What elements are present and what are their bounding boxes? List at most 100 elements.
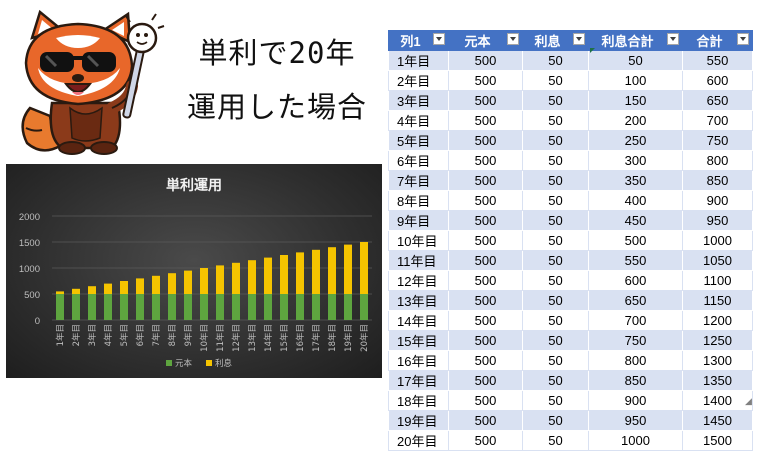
table-cell[interactable]: 50 [522,230,589,251]
column-header-2[interactable]: 利息 [522,30,589,51]
column-header-4[interactable]: 合計 [682,30,753,51]
table-cell[interactable]: 700 [682,110,753,131]
table-cell[interactable]: 800 [682,150,753,171]
table-cell[interactable]: 13年目 [388,290,449,311]
table-cell[interactable]: 550 [588,250,683,271]
table-cell[interactable]: 500 [448,350,523,371]
table-cell[interactable]: 200 [588,110,683,131]
table-cell[interactable]: 50 [522,190,589,211]
table-cell[interactable]: 900 [682,190,753,211]
table-cell[interactable]: 1050 [682,250,753,271]
table-cell[interactable]: 18年目 [388,390,449,411]
table-cell[interactable]: 14年目 [388,310,449,331]
column-header-1[interactable]: 元本 [448,30,523,51]
table-cell[interactable]: 1000 [588,430,683,451]
filter-dropdown-icon[interactable] [573,33,585,45]
table-cell[interactable]: 1100 [682,270,753,291]
table-cell[interactable]: 500 [448,430,523,451]
table-cell[interactable]: 950 [682,210,753,231]
table-cell[interactable]: 900 [588,390,683,411]
table-cell[interactable]: 50 [522,130,589,151]
column-header-3[interactable]: 利息合計 [588,30,683,51]
table-cell[interactable]: 500 [448,370,523,391]
table-cell[interactable]: 50 [522,290,589,311]
filter-dropdown-icon[interactable] [737,33,749,45]
table-cell[interactable]: 20年目 [388,430,449,451]
table-cell[interactable]: 750 [682,130,753,151]
table-cell[interactable]: 500 [588,230,683,251]
table-cell[interactable]: 450 [588,210,683,231]
table-cell[interactable]: 2年目 [388,70,449,91]
table-cell[interactable]: 700 [588,310,683,331]
table-cell[interactable]: 400 [588,190,683,211]
table-cell[interactable]: 1350 [682,370,753,391]
table-cell[interactable]: 50 [522,170,589,191]
table-cell[interactable]: 50 [522,70,589,91]
table-cell[interactable]: 19年目 [388,410,449,431]
table-cell[interactable]: 600 [588,270,683,291]
table-cell[interactable]: 850 [588,370,683,391]
table-cell[interactable]: 500 [448,290,523,311]
table-cell[interactable]: 800 [588,350,683,371]
table-cell[interactable]: 600 [682,70,753,91]
table-cell[interactable]: 17年目 [388,370,449,391]
table-cell[interactable]: 1200 [682,310,753,331]
table-cell[interactable]: 650 [588,290,683,311]
table-cell[interactable]: 500 [448,270,523,291]
table-cell[interactable]: 50 [522,390,589,411]
table-cell[interactable]: 750 [588,330,683,351]
table-cell[interactable]: 500 [448,130,523,151]
table-cell[interactable]: 1150 [682,290,753,311]
table-cell[interactable]: 1年目 [388,50,449,71]
table-cell[interactable]: 350 [588,170,683,191]
table-cell[interactable]: 7年目 [388,170,449,191]
table-cell[interactable]: 16年目 [388,350,449,371]
table-cell[interactable]: 4年目 [388,110,449,131]
table-cell[interactable]: 3年目 [388,90,449,111]
table-cell[interactable]: 12年目 [388,270,449,291]
table-cell[interactable]: 500 [448,210,523,231]
table-cell[interactable]: 1250 [682,330,753,351]
table-cell[interactable]: 500 [448,410,523,431]
table-cell[interactable]: 15年目 [388,330,449,351]
table-cell[interactable]: 500 [448,90,523,111]
table-cell[interactable]: 11年目 [388,250,449,271]
table-cell[interactable]: 1000 [682,230,753,251]
table-cell[interactable]: 50 [522,350,589,371]
table-cell[interactable]: 1300 [682,350,753,371]
table-cell[interactable]: 50 [522,370,589,391]
table-cell[interactable]: 50 [522,210,589,231]
table-cell[interactable]: 500 [448,390,523,411]
table-cell[interactable]: 10年目 [388,230,449,251]
table-cell[interactable]: 500 [448,310,523,331]
table-cell[interactable]: 500 [448,190,523,211]
table-cell[interactable]: 50 [522,110,589,131]
table-cell[interactable]: 500 [448,110,523,131]
table-cell[interactable]: 850 [682,170,753,191]
column-header-0[interactable]: 列1 [388,30,449,51]
table-cell[interactable]: 500 [448,50,523,71]
table-cell[interactable]: 50 [522,90,589,111]
table-resize-handle[interactable]: ◢ [745,397,752,407]
table-cell[interactable]: 500 [448,70,523,91]
table-cell[interactable]: 9年目 [388,210,449,231]
filter-dropdown-icon[interactable] [507,33,519,45]
table-cell[interactable]: 50 [522,50,589,71]
table-cell[interactable]: 550 [682,50,753,71]
table-cell[interactable]: 1450 [682,410,753,431]
filter-dropdown-icon[interactable] [433,33,445,45]
table-cell[interactable]: 50 [522,330,589,351]
table-cell[interactable]: 5年目 [388,130,449,151]
table-cell[interactable]: 300 [588,150,683,171]
table-cell[interactable]: 50 [588,50,683,71]
table-cell[interactable]: 500 [448,250,523,271]
table-cell[interactable]: 650 [682,90,753,111]
filter-dropdown-icon[interactable] [667,33,679,45]
table-cell[interactable]: 500 [448,330,523,351]
table-cell[interactable]: 100 [588,70,683,91]
table-cell[interactable]: 6年目 [388,150,449,171]
table-cell[interactable]: 1400 [682,390,753,411]
table-cell[interactable]: 50 [522,430,589,451]
table-cell[interactable]: 50 [522,150,589,171]
table-cell[interactable]: 50 [522,410,589,431]
